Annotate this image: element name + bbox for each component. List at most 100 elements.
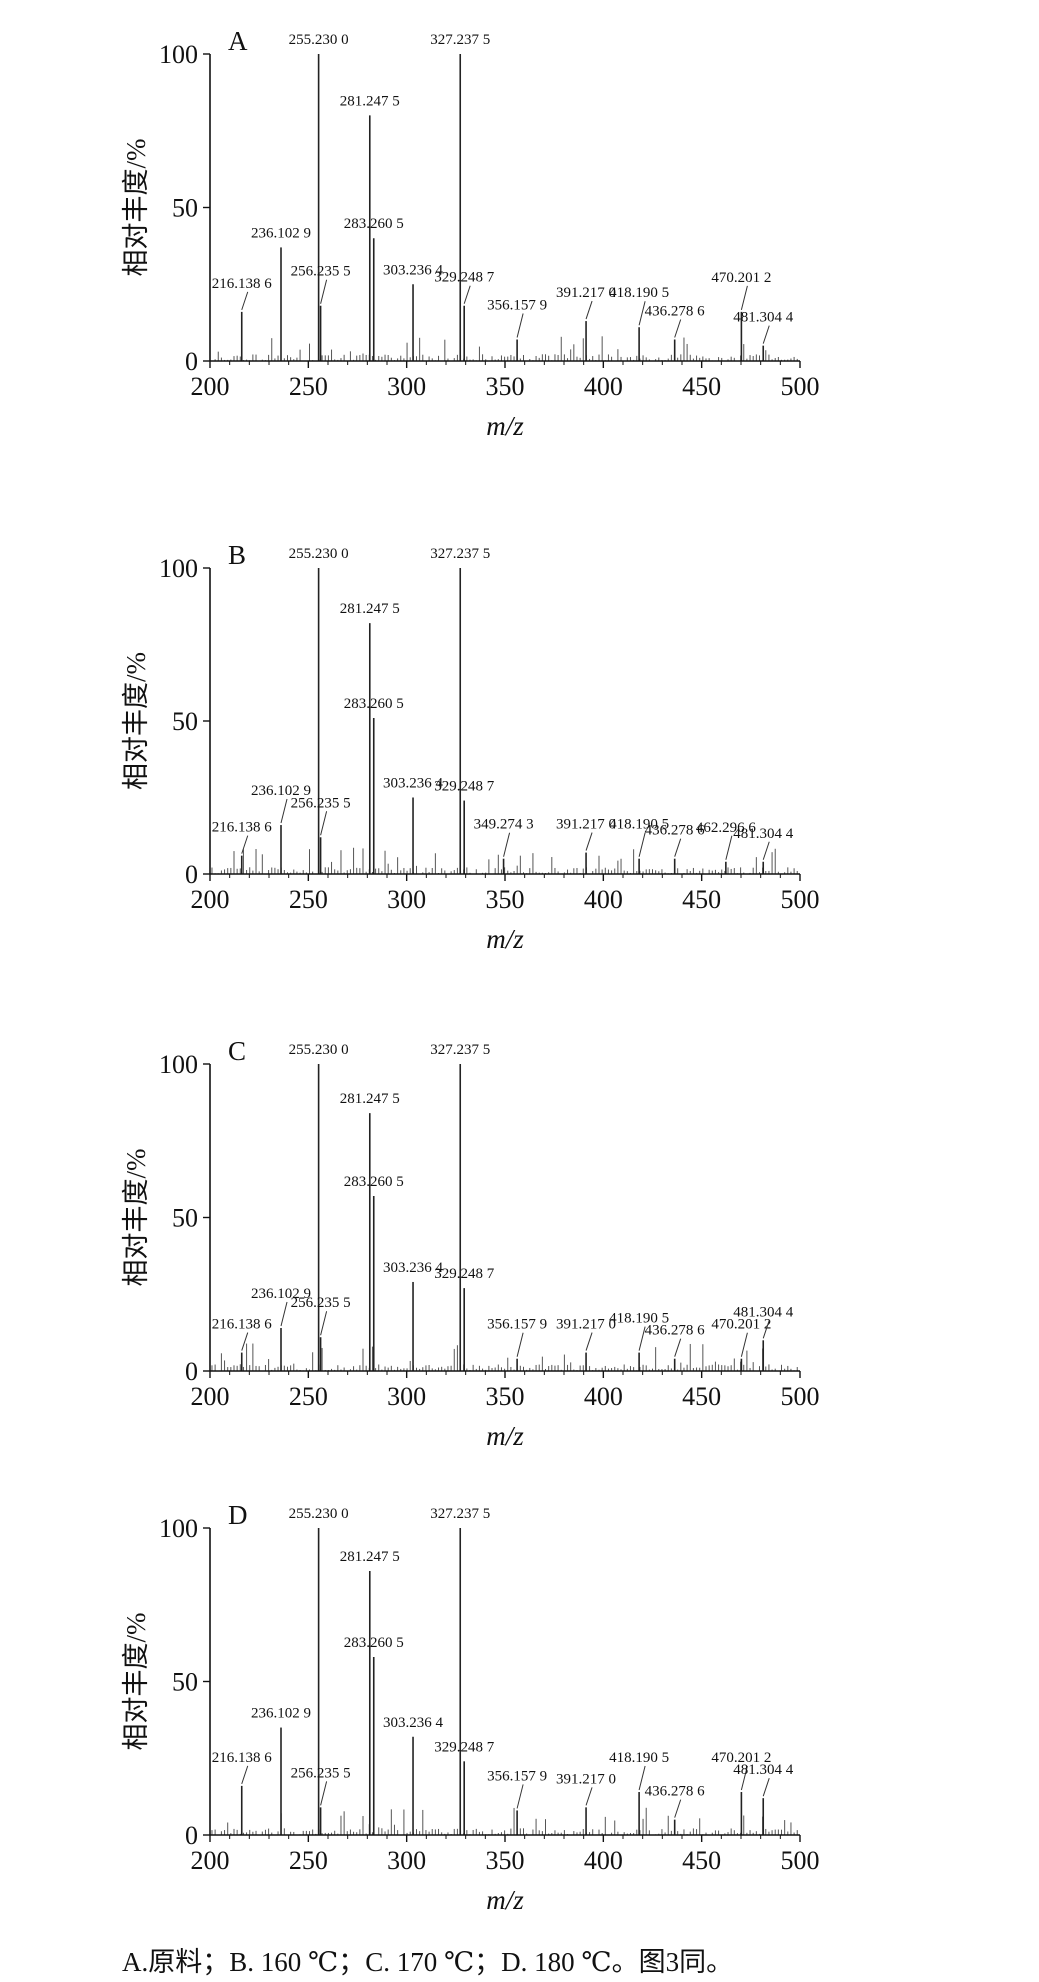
peak-label: 256.235 5 [291,1295,351,1311]
peak-label: 327.237 5 [430,1506,490,1522]
peak-label-leader [740,1765,748,1791]
peak-label: 418.190 5 [609,817,669,833]
x-tick-label: 350 [486,372,525,401]
x-tick-label: 250 [289,1846,328,1875]
peak-label: 236.102 9 [251,1706,311,1722]
x-tick-label: 200 [191,1846,230,1875]
x-tick-label: 300 [387,1846,426,1875]
x-tick-label: 400 [584,1382,623,1411]
peak-label-leader [320,1781,328,1806]
x-tick-label: 450 [682,372,721,401]
peak-label: 329.248 7 [434,1739,495,1755]
peak-label: 216.138 6 [212,1750,273,1766]
x-tick-label: 400 [584,1846,623,1875]
peak-label-leader [320,811,328,836]
x-tick-label: 500 [781,1382,820,1411]
peak-label-leader [762,1778,770,1797]
peak-label-leader [674,838,682,857]
peak-label-leader [516,1332,524,1357]
peak-label-leader [725,835,733,860]
peak-label-leader [762,325,770,344]
y-tick-label: 50 [172,707,198,736]
x-tick-label: 200 [191,1382,230,1411]
peak-label: 281.247 5 [340,1549,400,1565]
peak-label: 481.304 4 [733,1304,794,1320]
y-axis-label: 相对丰度/% [121,139,151,277]
peak-label-leader [585,1787,593,1806]
x-tick-label: 200 [191,372,230,401]
spectrum-panel-B: 216.138 6 236.102 9 255.230 0 256.235 5 281.… [121,540,820,954]
x-tick-label: 300 [387,372,426,401]
peak-label: 236.102 9 [251,225,311,241]
peak-label: 283.260 5 [344,1174,404,1190]
peak-label: 418.190 5 [609,1311,669,1327]
x-tick-label: 300 [387,885,426,914]
peak-label: 256.235 5 [291,795,351,811]
y-tick-label: 100 [159,1050,198,1079]
peak-label: 470.201 2 [711,270,771,286]
peak-label: 303.236 4 [383,262,444,278]
peak-label-leader [320,279,328,304]
peak-label: 356.157 9 [487,1317,547,1333]
peak-label: 462.296 6 [696,820,757,836]
peak-label: 391.217 0 [556,285,616,301]
peak-label: 418.190 5 [609,285,669,301]
peak-label: 391.217 0 [556,1771,616,1787]
x-tick-label: 500 [781,1846,820,1875]
x-tick-label: 350 [486,885,525,914]
x-tick-label: 200 [191,885,230,914]
peak-label: 356.157 9 [487,1768,547,1784]
x-tick-label: 450 [682,1846,721,1875]
y-tick-label: 0 [185,347,198,376]
peak-label-leader [585,300,593,320]
peak-label: 303.236 4 [383,1715,444,1731]
y-axis-label: 相对丰度/% [121,1149,151,1287]
y-axis-label: 相对丰度/% [121,652,151,790]
peak-label: 255.230 0 [289,546,349,562]
peak-label: 256.235 5 [291,1765,351,1781]
peak-label: 216.138 6 [212,1317,273,1333]
x-axis-label: m/z [486,1421,524,1451]
x-tick-label: 250 [289,885,328,914]
peak-label-leader [674,1799,682,1818]
x-tick-label: 500 [781,885,820,914]
peak-label: 236.102 9 [251,1286,311,1302]
figure-caption: A.原料；B. 160 ℃；C. 170 ℃；D. 180 ℃。图3同。 [122,1947,734,1977]
peak-label: 303.236 4 [383,1260,444,1276]
peak-label-leader [638,1765,646,1791]
panel-label: D [228,1500,248,1530]
peak-label-leader [740,1332,748,1357]
y-tick-label: 50 [172,1668,198,1697]
y-tick-label: 50 [172,1204,198,1233]
peak-label: 436.278 6 [645,1323,706,1339]
peak-label: 481.304 4 [733,310,794,326]
peak-label: 281.247 5 [340,93,400,109]
peak-label: 329.248 7 [434,270,495,286]
x-tick-label: 400 [584,372,623,401]
peak-label-leader [638,301,646,326]
spectrum-panel-C: 216.138 6 236.102 9 255.230 0 256.235 5 281.… [121,1036,820,1451]
peak-label: 391.217 0 [556,1317,616,1333]
peak-label: 216.138 6 [212,276,273,292]
x-axis-label: m/z [486,924,524,954]
y-tick-label: 100 [159,554,198,583]
peak-label: 255.230 0 [289,1042,349,1058]
y-tick-label: 0 [185,1821,198,1850]
y-tick-label: 100 [159,1514,198,1543]
peak-label-leader [516,1784,524,1809]
peak-label-leader [674,1338,682,1357]
x-tick-label: 350 [486,1846,525,1875]
peak-label: 391.217 0 [556,817,616,833]
x-tick-label: 450 [682,1382,721,1411]
peak-label: 303.236 4 [383,776,444,792]
spectrum-panel-D: 216.138 6 236.102 9 255.230 0 256.235 5 281.… [121,1500,820,1915]
peak-label: 255.230 0 [289,32,349,48]
peak-label: 216.138 6 [212,820,273,836]
peak-label-leader [585,832,593,851]
x-tick-label: 400 [584,885,623,914]
peak-label: 236.102 9 [251,783,311,799]
peak-label: 329.248 7 [434,779,495,795]
peak-label: 327.237 5 [430,1042,490,1058]
peak-label-leader [762,1320,770,1339]
panel-label: C [228,1036,246,1066]
